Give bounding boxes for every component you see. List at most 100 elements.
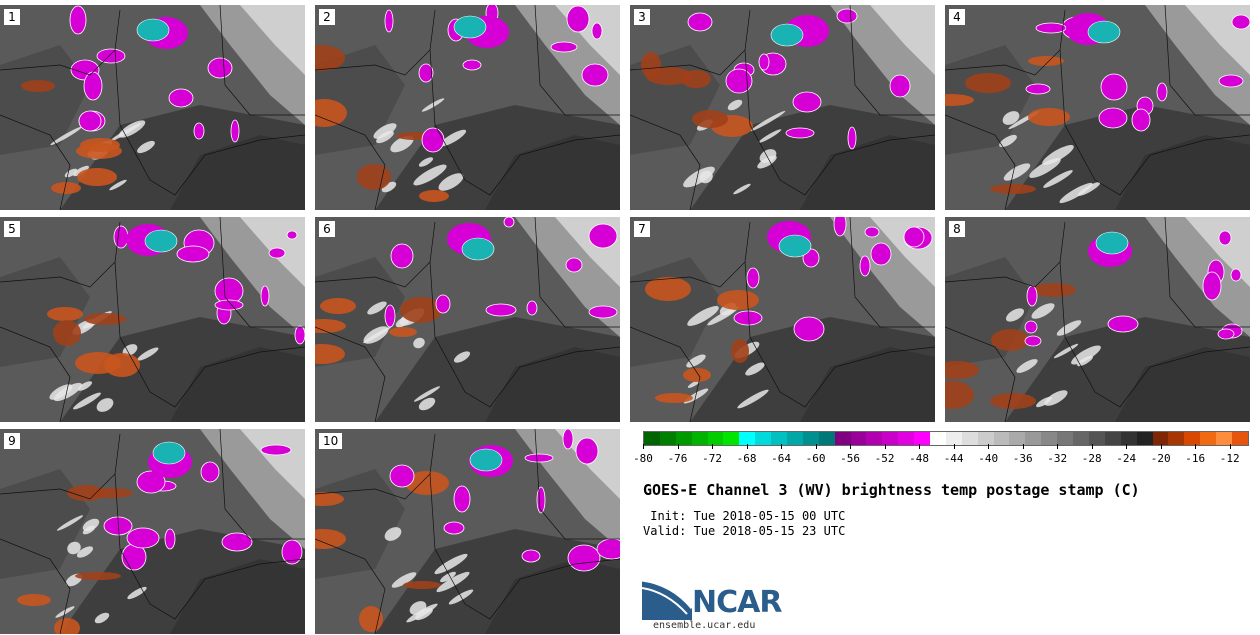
colorbar-tick-label: -20	[1150, 452, 1171, 465]
valid-time: Valid: Tue 2018-05-15 23 UTC	[643, 524, 846, 538]
stamp-panel: 7	[630, 217, 935, 422]
colorbar-segment	[945, 432, 962, 445]
colorbar-segment	[818, 432, 835, 445]
colorbar-tick	[677, 444, 679, 449]
colorbar-tick-label: -40	[978, 452, 999, 465]
colorbar-tick-label: -36	[1012, 452, 1033, 465]
colorbar-segment	[1184, 432, 1201, 445]
colorbar-segment	[739, 432, 756, 445]
stamp-panel: 2	[315, 5, 620, 210]
colorbar-segment	[961, 432, 978, 445]
colorbar-segment	[834, 432, 851, 445]
colorbar-segment	[993, 432, 1010, 445]
colorbar-tick	[815, 444, 817, 449]
colorbar-tick	[1126, 444, 1128, 449]
colorbar-tick-label: -44	[943, 452, 964, 465]
colorbar-ticks: -80 -76 -72 -68 -64 -60 -56 -52 -48 -44 -40 -36 -32-…	[633, 444, 1249, 468]
colorbar-tick	[1160, 444, 1162, 449]
colorbar-tick	[1022, 444, 1024, 449]
colorbar-segment	[1152, 432, 1169, 445]
colorbar-tick	[1091, 444, 1093, 449]
colorbar-segment	[914, 432, 931, 445]
colorbar-tick-label: -80	[633, 452, 653, 465]
stamp-panel: 6	[315, 217, 620, 422]
panel-number-label: 2	[319, 9, 335, 25]
colorbar-tick-label: -28	[1081, 452, 1102, 465]
colorbar-tick	[746, 444, 748, 449]
colorbar-tick	[643, 444, 644, 449]
colorbar-segment	[977, 432, 994, 445]
colorbar-tick-label: -16	[1185, 452, 1206, 465]
panel-number-label: 1	[4, 9, 20, 25]
colorbar-tick	[781, 444, 783, 449]
colorbar-tick	[1057, 444, 1059, 449]
colorbar-tick	[919, 444, 921, 449]
colorbar-tick-label: -76	[667, 452, 688, 465]
stamp-panel: 3	[630, 5, 935, 210]
colorbar-tick-label: -48	[909, 452, 930, 465]
chart-title: GOES-E Channel 3 (WV) brightness temp po…	[643, 481, 1140, 499]
colorbar	[643, 431, 1249, 446]
colorbar-segment	[1231, 432, 1248, 445]
colorbar-tick-label: -64	[771, 452, 791, 465]
stamp-panel: 5	[0, 217, 305, 422]
colorbar-segment	[1073, 432, 1089, 445]
stamp-panel: 1	[0, 5, 305, 210]
panel-number-label: 5	[4, 221, 20, 237]
colorbar-segment	[1216, 432, 1232, 445]
panel-number-label: 3	[634, 9, 650, 25]
colorbar-tick-label: -68	[736, 452, 757, 465]
colorbar-segment	[1025, 432, 1042, 445]
colorbar-segment	[850, 432, 867, 445]
stamp-panel: 4	[945, 5, 1250, 210]
panel-number-label: 10	[319, 433, 343, 449]
colorbar-tick	[1229, 444, 1231, 449]
colorbar-segment	[1168, 432, 1185, 445]
colorbar-segment	[707, 432, 724, 445]
ncar-logo-icon	[642, 578, 694, 620]
colorbar-segment	[1200, 432, 1217, 445]
colorbar-segment	[691, 432, 708, 445]
stamp-panel: 8	[945, 217, 1250, 422]
colorbar-tick-label: -60	[805, 452, 826, 465]
colorbar-segment	[1136, 432, 1153, 445]
colorbar-tick	[884, 444, 886, 449]
time-info: Init: Tue 2018-05-15 00 UTC Valid: Tue 2…	[643, 509, 845, 539]
init-time: Init: Tue 2018-05-15 00 UTC	[643, 509, 846, 523]
panel-number-label: 7	[634, 221, 650, 237]
colorbar-tick	[988, 444, 990, 449]
colorbar-segment	[898, 432, 915, 445]
colorbar-segment	[659, 432, 676, 445]
panel-number-label: 8	[949, 221, 965, 237]
colorbar-tick-label: -32	[1047, 452, 1068, 465]
colorbar-segment	[1088, 432, 1105, 445]
colorbar-segment	[930, 432, 946, 445]
colorbar-tick-label: -72	[702, 452, 722, 465]
colorbar-segment	[1104, 432, 1121, 445]
colorbar-segment	[802, 432, 819, 445]
panel-number-label: 9	[4, 433, 20, 449]
panel-number-label: 4	[949, 9, 965, 25]
colorbar-tick	[712, 444, 714, 449]
colorbar-tick	[953, 444, 955, 449]
site-url: ensemble.ucar.edu	[653, 620, 756, 631]
stamp-panel: 9	[0, 429, 305, 634]
colorbar-segment	[644, 432, 660, 445]
colorbar-segment	[1120, 432, 1137, 445]
colorbar-tick	[850, 444, 852, 449]
ncar-logo-text: NCAR	[692, 585, 782, 620]
colorbar-segment	[675, 432, 692, 445]
colorbar-segment	[866, 432, 883, 445]
colorbar-segment	[755, 432, 772, 445]
colorbar-tick-label: -24	[1116, 452, 1137, 465]
colorbar-tick-label: -12	[1219, 452, 1240, 465]
colorbar-segment	[882, 432, 899, 445]
colorbar-segment	[1041, 432, 1058, 445]
panel-number-label: 6	[319, 221, 335, 237]
colorbar-segment	[771, 432, 788, 445]
colorbar-segment	[1057, 432, 1074, 445]
colorbar-tick	[1195, 444, 1197, 449]
colorbar-segment	[787, 432, 803, 445]
colorbar-tick-label: -56	[840, 452, 861, 465]
stamp-panel: 10	[315, 429, 620, 634]
